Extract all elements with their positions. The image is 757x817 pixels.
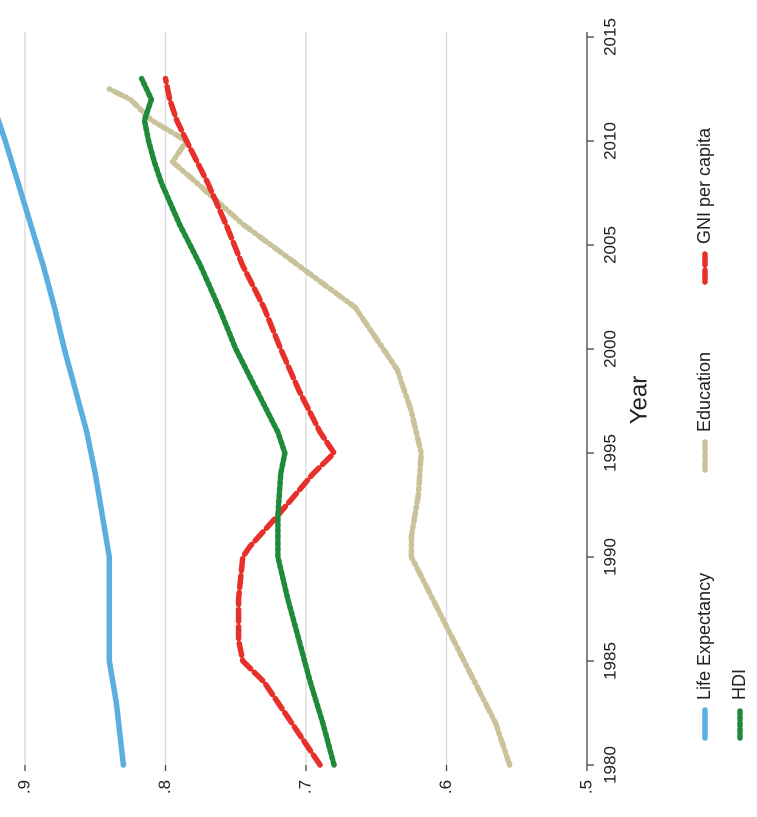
- legend-label: GNI per capita: [694, 127, 714, 244]
- x-tick-label: 2000: [600, 330, 619, 368]
- y-tick-label: .7: [295, 780, 314, 794]
- x-tick-label: 1990: [600, 538, 619, 576]
- y-tick-label: .6: [436, 780, 455, 794]
- y-tick-label: .8: [155, 780, 174, 794]
- series-line-gni-per-capita: [162, 75, 337, 768]
- x-tick-label: 1985: [600, 642, 619, 680]
- x-tick-label: 2010: [600, 122, 619, 160]
- x-tick-label: 1995: [600, 434, 619, 472]
- x-axis-title: Year: [625, 376, 652, 425]
- y-tick-label: .9: [14, 780, 33, 794]
- legend-item-gni-per-capita: GNI per capita: [694, 127, 714, 285]
- legend-item-hdi: HDI: [729, 669, 749, 741]
- legend-label: Life Expectancy: [694, 573, 714, 700]
- legend: Life Expectancy HDI Education GNI per capit…: [694, 127, 749, 741]
- legend-item-education: Education: [694, 352, 714, 473]
- axis-layer: 1980 1985 1990 1995 2000 2005 2010 2015 .5 .6 .7 .8…: [14, 18, 619, 794]
- series-layer: [0, 75, 513, 768]
- legend-item-life-expectancy: Life Expectancy: [694, 573, 714, 741]
- x-tick-label: 2015: [600, 18, 619, 56]
- series-line-life-expectancy: [0, 116, 127, 768]
- legend-label: HDI: [729, 669, 749, 700]
- y-tick-label: .5: [576, 780, 595, 794]
- legend-label: Education: [694, 352, 714, 432]
- series-line-hdi: [138, 75, 337, 768]
- x-tick-label: 1980: [600, 746, 619, 784]
- x-tick-label: 2005: [600, 226, 619, 264]
- series-line-education: [106, 86, 513, 768]
- grid-layer: [24, 32, 448, 765]
